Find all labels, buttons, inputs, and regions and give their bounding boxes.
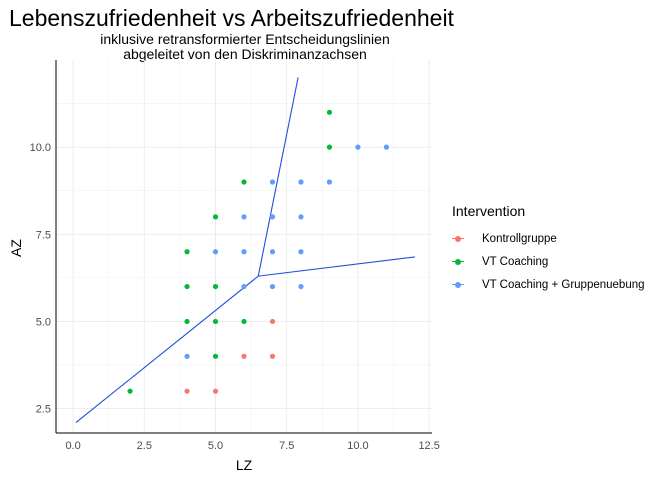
x-tick-label: 5.0 bbox=[208, 440, 223, 452]
data-point-series-2 bbox=[269, 283, 276, 290]
x-tick-label: 0.0 bbox=[65, 440, 80, 452]
data-point-series-2 bbox=[355, 144, 361, 150]
x-axis-title: LZ bbox=[236, 457, 253, 473]
grid-major bbox=[56, 60, 432, 433]
data-point-series-1 bbox=[241, 318, 247, 325]
data-point-series-1 bbox=[184, 249, 190, 255]
data-point-series-2 bbox=[298, 179, 304, 185]
data-point-series-1 bbox=[241, 179, 247, 185]
data-point-series-2 bbox=[383, 144, 390, 150]
chart-title: Lebenszufriedenheit vs Arbeitszufriedenh… bbox=[9, 5, 454, 31]
data-point-series-0 bbox=[269, 353, 276, 359]
data-point-series-1 bbox=[326, 144, 333, 150]
legend-label: VT Coaching + Gruppenuebung bbox=[482, 278, 645, 291]
y-tick-label: 7.5 bbox=[36, 229, 51, 241]
data-point-series-1 bbox=[184, 283, 190, 290]
data-point-series-0 bbox=[241, 353, 247, 359]
legend-key-1 bbox=[452, 256, 464, 268]
chart-subtitle-line-1: inklusive retransformierter Entscheidung… bbox=[100, 31, 390, 47]
data-point-series-2 bbox=[269, 179, 276, 185]
data-point-series-2 bbox=[184, 353, 190, 359]
y-tick-label: 10.0 bbox=[30, 142, 51, 154]
decision-line bbox=[257, 77, 299, 277]
data-point-series-2 bbox=[269, 214, 276, 220]
tick-labels: 0.0 2.5 5.0 7.5 10.0 12.5 2.5 5.0 7.5 10.0 bbox=[30, 142, 440, 452]
decision-lines bbox=[75, 77, 415, 423]
x-tick-label: 12.5 bbox=[418, 440, 439, 452]
data-point-series-2 bbox=[212, 249, 219, 255]
data-point-series-2 bbox=[241, 249, 247, 255]
data-point-series-1 bbox=[212, 283, 219, 290]
legend-label: VT Coaching bbox=[482, 255, 549, 268]
legend: Intervention Kontrollgruppe VT Coaching … bbox=[452, 203, 645, 296]
data-point-series-0 bbox=[269, 318, 276, 325]
data-point-series-2 bbox=[241, 214, 247, 220]
data-point-series-2 bbox=[241, 283, 247, 290]
data-point-series-1 bbox=[184, 318, 190, 325]
data-point-series-1 bbox=[326, 109, 333, 115]
x-tick-label: 7.5 bbox=[279, 440, 294, 452]
legend-label: Kontrollgruppe bbox=[482, 232, 557, 245]
legend-item-vt-coaching: VT Coaching bbox=[452, 250, 645, 273]
grid-minor bbox=[56, 60, 432, 433]
data-point-series-1 bbox=[212, 318, 219, 325]
data-point-series-2 bbox=[269, 249, 276, 255]
data-point-series-2 bbox=[298, 214, 304, 220]
legend-title: Intervention bbox=[452, 203, 526, 219]
axes bbox=[55, 60, 432, 434]
x-tick-label: 10.0 bbox=[347, 440, 368, 452]
data-point-series-0 bbox=[184, 388, 190, 394]
legend-item-kontrollgruppe: Kontrollgruppe bbox=[452, 227, 645, 250]
legend-key-2 bbox=[452, 279, 464, 291]
y-axis-title: AZ bbox=[8, 239, 24, 257]
legend-key-0 bbox=[452, 233, 464, 245]
data-point-series-2 bbox=[298, 283, 304, 290]
data-point-series-1 bbox=[212, 353, 219, 359]
x-tick-label: 2.5 bbox=[137, 440, 152, 452]
decision-line bbox=[75, 275, 259, 423]
data-points bbox=[127, 109, 390, 394]
legend-item-vt-coaching-gruppenuebung: VT Coaching + Gruppenuebung bbox=[452, 273, 645, 296]
data-point-series-1 bbox=[212, 214, 219, 220]
decision-line bbox=[258, 256, 415, 277]
y-tick-label: 5.0 bbox=[36, 316, 51, 328]
data-point-series-0 bbox=[212, 388, 219, 394]
data-point-series-1 bbox=[127, 388, 133, 394]
y-tick-label: 2.5 bbox=[36, 404, 51, 416]
chart-subtitle-line-2: abgeleitet von den Diskriminanzachsen bbox=[123, 46, 367, 62]
data-point-series-2 bbox=[298, 249, 304, 255]
data-point-series-2 bbox=[326, 179, 333, 185]
